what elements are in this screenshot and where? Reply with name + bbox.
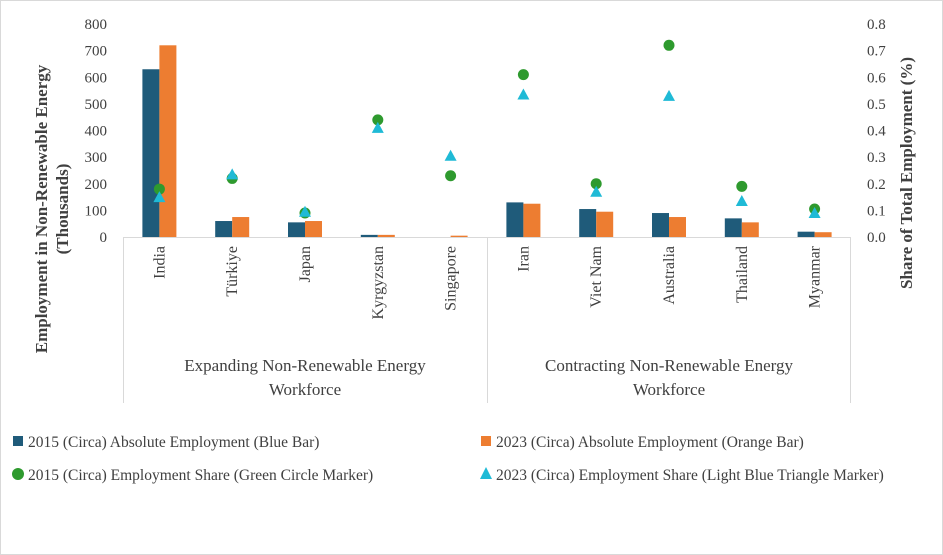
bar-2015: [724, 218, 742, 237]
category-label: Viet Nam: [588, 245, 605, 307]
marker-triangle-2023: [590, 185, 603, 197]
y-left-tick-label: 400: [85, 124, 108, 140]
y-left-tick-label: 600: [85, 70, 108, 86]
y-right-tick-label: 0.1: [867, 203, 886, 219]
bar-2023: [523, 203, 541, 237]
bar-2015: [506, 202, 524, 237]
marker-triangle-2023: [663, 89, 675, 101]
category-label: Iran: [515, 246, 532, 272]
bar-2023: [305, 221, 322, 237]
marker-triangle-2023: [299, 205, 311, 217]
y-left-tick-label: 500: [85, 97, 108, 113]
legend-label: 2015 (Circa) Absolute Employment (Blue B…: [28, 434, 319, 451]
marker-circle-2015: [372, 114, 384, 126]
y-right-tick-label: 0.3: [867, 150, 886, 166]
marker-circle-2015: [590, 178, 602, 190]
group-label: Contracting Non-Renewable Energy: [545, 356, 794, 375]
legend-swatch: [13, 436, 23, 446]
bar-2015: [797, 231, 815, 237]
category-label: Türkiye: [224, 246, 241, 297]
y-left-axis-title: Employment in Non-Renewable Energy: [32, 64, 51, 353]
marker-triangle-2023: [735, 195, 748, 207]
y-left-tick-label: 800: [85, 17, 108, 33]
marker-triangle-2023: [371, 121, 384, 133]
bar-2015: [360, 234, 378, 237]
bar-2023: [669, 217, 686, 237]
legend-label: 2023 (Circa) Employment Share (Light Blu…: [496, 467, 884, 484]
bar-2015: [652, 213, 669, 237]
bar-2023: [377, 234, 395, 237]
marker-triangle-2023: [153, 191, 166, 203]
category-label: Thailand: [734, 246, 751, 303]
marker-circle-2015: [736, 180, 748, 192]
category-label: Singapore: [443, 246, 460, 311]
category-label: Japan: [297, 246, 314, 282]
category-label: Kyrgyzstan: [370, 246, 387, 319]
y-right-tick-label: 0.7: [867, 44, 886, 60]
bar-2015: [288, 222, 305, 237]
marker-circle-2015: [663, 39, 675, 51]
y-right-tick-label: 0.4: [867, 124, 886, 140]
y-right-tick-label: 0.6: [867, 70, 886, 86]
y-right-tick-label: 0.2: [867, 177, 886, 193]
legend-swatch: [480, 467, 492, 479]
y-left-tick-label: 100: [85, 203, 108, 219]
legend-label: 2015 (Circa) Employment Share (Green Cir…: [28, 467, 373, 484]
bar-2015: [215, 221, 233, 237]
marker-circle-2015: [153, 183, 165, 195]
group-label: Expanding Non-Renewable Energy: [184, 356, 426, 375]
legend-label: 2023 (Circa) Absolute Employment (Orange…: [496, 434, 804, 451]
bar-2023: [814, 232, 832, 237]
bar-2023: [159, 45, 177, 237]
bar-2023: [596, 211, 614, 237]
group-label: Workforce: [269, 380, 341, 399]
legend-swatch: [12, 468, 24, 480]
y-left-tick-label: 200: [85, 177, 108, 193]
bar-2023: [232, 217, 250, 237]
bar-2023: [450, 235, 468, 237]
marker-circle-2015: [445, 170, 457, 182]
y-left-tick-label: 700: [85, 44, 108, 60]
category-label: India: [151, 246, 168, 279]
marker-circle-2015: [517, 69, 529, 81]
bar-2023: [741, 222, 759, 237]
y-left-tick-label: 0: [100, 230, 108, 246]
y-right-tick-label: 0.8: [867, 17, 886, 33]
y-left-tick-label: 300: [85, 150, 108, 166]
bar-2015: [142, 69, 160, 237]
y-left-axis-title: (Thousands): [53, 164, 72, 255]
marker-triangle-2023: [517, 88, 530, 100]
category-label: Myanmar: [807, 245, 824, 308]
marker-triangle-2023: [444, 149, 457, 161]
marker-triangle-2023: [226, 168, 239, 180]
group-label: Workforce: [633, 380, 705, 399]
category-label: Australia: [661, 246, 678, 305]
y-right-tick-label: 0.0: [867, 230, 886, 246]
bar-2015: [579, 209, 597, 237]
y-right-axis-title: Share of Total Employment (%): [897, 57, 916, 289]
y-right-tick-label: 0.5: [867, 97, 886, 113]
legend-swatch: [481, 436, 491, 446]
marker-triangle-2023: [808, 207, 821, 219]
